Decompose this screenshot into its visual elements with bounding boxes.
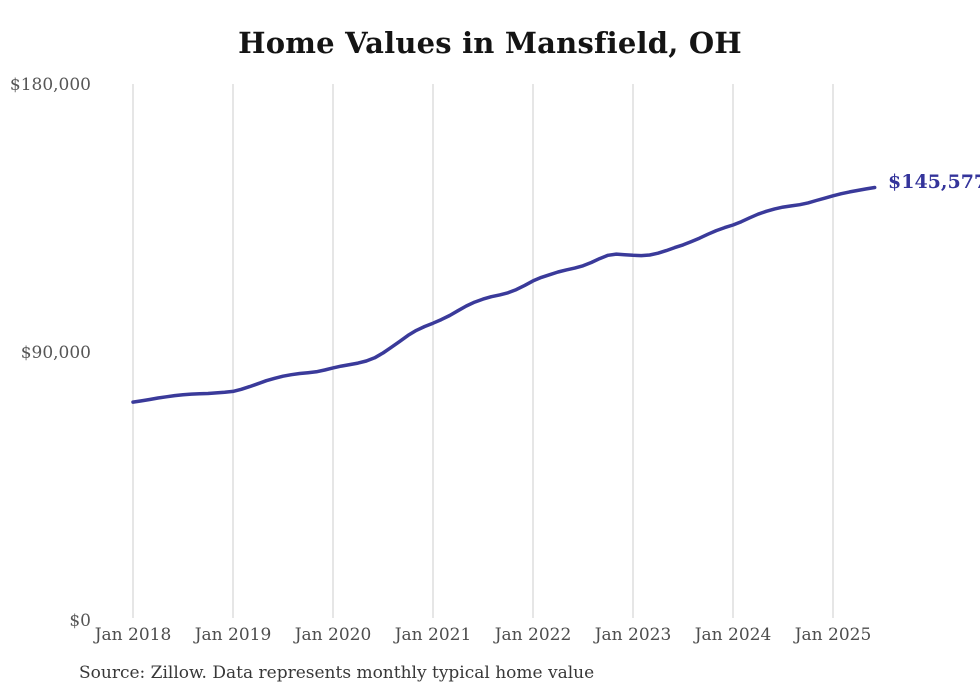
x-axis-tick-jan-2023: Jan 2023 [594, 625, 672, 645]
x-axis-tick-jan-2024: Jan 2024 [694, 625, 772, 645]
source-note: Source: Zillow. Data represents monthly … [79, 663, 595, 683]
y-axis-tick-90000: $90,000 [20, 343, 91, 363]
chart-title: Home Values in Mansfield, OH [238, 26, 742, 60]
x-axis-tick-jan-2020: Jan 2020 [294, 625, 372, 645]
y-axis-tick-180000: $180,000 [9, 75, 91, 95]
x-axis-tick-jan-2018: Jan 2018 [94, 625, 172, 645]
x-axis-tick-jan-2025: Jan 2025 [794, 625, 872, 645]
home-value-trend-line [131, 185, 877, 404]
x-axis-tick-jan-2019: Jan 2019 [194, 625, 272, 645]
x-axis-tick-jan-2022: Jan 2022 [494, 625, 572, 645]
x-axis-tick-jan-2021: Jan 2021 [394, 625, 472, 645]
gridlines [132, 84, 834, 618]
y-axis-tick-0: $0 [69, 611, 91, 631]
latest-value-label: $145,577 [888, 171, 980, 193]
